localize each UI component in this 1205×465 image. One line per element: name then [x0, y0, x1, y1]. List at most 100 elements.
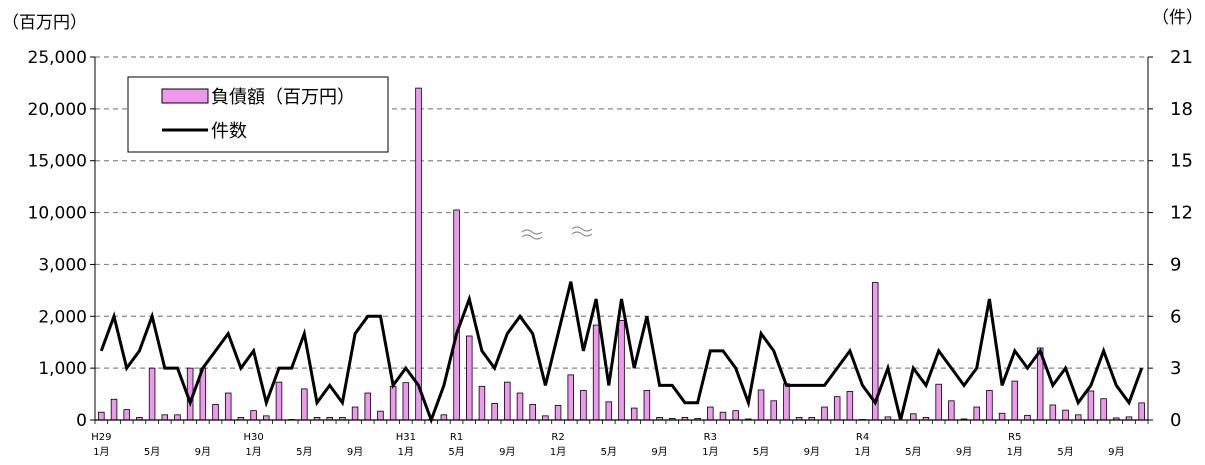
- line-layer: [99, 281, 1144, 425]
- right-tick-label: 15: [1170, 151, 1193, 172]
- bar-layer: [98, 87, 1145, 421]
- x-month-label: 5月: [144, 446, 160, 458]
- bar: [948, 400, 955, 421]
- bar: [275, 381, 283, 421]
- bar: [592, 324, 600, 421]
- bar: [783, 383, 790, 421]
- left-tick-label: 0: [76, 411, 87, 431]
- x-month-label: 9月: [347, 446, 363, 458]
- x-era-label: R5: [1008, 432, 1021, 443]
- bar: [567, 374, 575, 421]
- right-tick-label: 6: [1170, 306, 1181, 327]
- bar: [986, 390, 993, 421]
- bar: [161, 414, 169, 421]
- left-tick-label: 1,000: [38, 359, 87, 379]
- x-month-label: 1月: [550, 446, 566, 458]
- bar: [1024, 414, 1031, 421]
- bar: [1049, 404, 1057, 421]
- bar: [123, 409, 130, 421]
- bar: [846, 391, 854, 421]
- x-era-label: H29: [91, 432, 111, 443]
- bar: [224, 392, 232, 421]
- x-month-label: 5月: [601, 446, 617, 458]
- bar: [377, 410, 384, 421]
- bar: [491, 403, 498, 421]
- left-tick-label: 2,000: [38, 307, 87, 327]
- right-tick-label: 12: [1170, 203, 1193, 224]
- bar: [364, 392, 372, 421]
- legend: 負債額（百万円） 件数: [127, 76, 389, 153]
- bar: [263, 415, 270, 421]
- x-month-label: 5月: [448, 446, 464, 458]
- right-tick-label: 9: [1170, 254, 1181, 275]
- x-month-label: 1月: [245, 446, 261, 458]
- legend-line-label: 件数: [211, 121, 247, 142]
- bar: [389, 385, 397, 421]
- bar: [1138, 402, 1145, 421]
- bar: [821, 406, 828, 421]
- bar: [998, 412, 1006, 421]
- x-month-label: 1月: [1007, 446, 1023, 458]
- x-month-label: 5月: [753, 446, 769, 458]
- bar: [351, 406, 359, 421]
- bar: [529, 404, 536, 421]
- left-axis-unit: （百万円）: [2, 13, 87, 33]
- left-tick-label: 10,000: [28, 204, 87, 224]
- x-month-label: 9月: [651, 446, 667, 458]
- x-month-label: 9月: [499, 446, 515, 458]
- bar: [719, 411, 727, 421]
- bar: [732, 410, 739, 421]
- x-era-label: R2: [551, 432, 564, 443]
- right-tick-label: 0: [1170, 410, 1181, 431]
- legend-bar-label: 負債額（百万円）: [211, 87, 355, 108]
- right-axis-unit: （件）: [1152, 8, 1203, 28]
- left-tick-label: 20,000: [28, 100, 87, 120]
- bar: [504, 381, 511, 421]
- x-era-label: R1: [450, 432, 463, 443]
- bar: [770, 400, 777, 421]
- bar: [910, 413, 917, 421]
- bar: [973, 406, 980, 421]
- x-month-label: 9月: [195, 446, 211, 458]
- left-tick-label: 25,000: [28, 48, 87, 68]
- axis-break-mark: [571, 226, 593, 232]
- axis-break-mark: [521, 234, 543, 240]
- count-line: [99, 281, 1144, 425]
- legend-bar-swatch: [161, 88, 209, 104]
- bar: [605, 401, 613, 421]
- bar: [466, 335, 473, 421]
- bar: [478, 385, 486, 421]
- bar: [174, 414, 181, 421]
- bar: [212, 404, 219, 421]
- x-month-label: 1月: [702, 446, 718, 458]
- x-month-label: 5月: [905, 446, 921, 458]
- x-month-label: 1月: [398, 446, 414, 458]
- x-era-label: H31: [396, 432, 416, 443]
- bar: [148, 367, 156, 421]
- axis-break-mark: [571, 231, 593, 237]
- bar: [542, 415, 549, 421]
- bar: [580, 390, 587, 421]
- bar: [757, 389, 765, 421]
- bar: [516, 392, 524, 421]
- bar: [643, 390, 651, 421]
- bar: [554, 405, 562, 421]
- bar: [833, 396, 841, 421]
- axis-break-mark: [521, 229, 543, 235]
- bar: [98, 411, 105, 421]
- x-month-label: 1月: [93, 446, 109, 458]
- bar: [453, 209, 460, 421]
- x-month-label: 5月: [296, 446, 312, 458]
- x-era-label: H30: [243, 432, 263, 443]
- left-tick-label: 3,000: [38, 255, 87, 275]
- right-tick-label: 21: [1170, 47, 1193, 68]
- bar: [110, 398, 118, 421]
- bar: [402, 382, 410, 421]
- x-month-label: 9月: [804, 446, 820, 458]
- x-era-label: R4: [856, 432, 869, 443]
- bar: [1087, 390, 1095, 421]
- bar: [630, 407, 638, 421]
- bar: [935, 383, 942, 421]
